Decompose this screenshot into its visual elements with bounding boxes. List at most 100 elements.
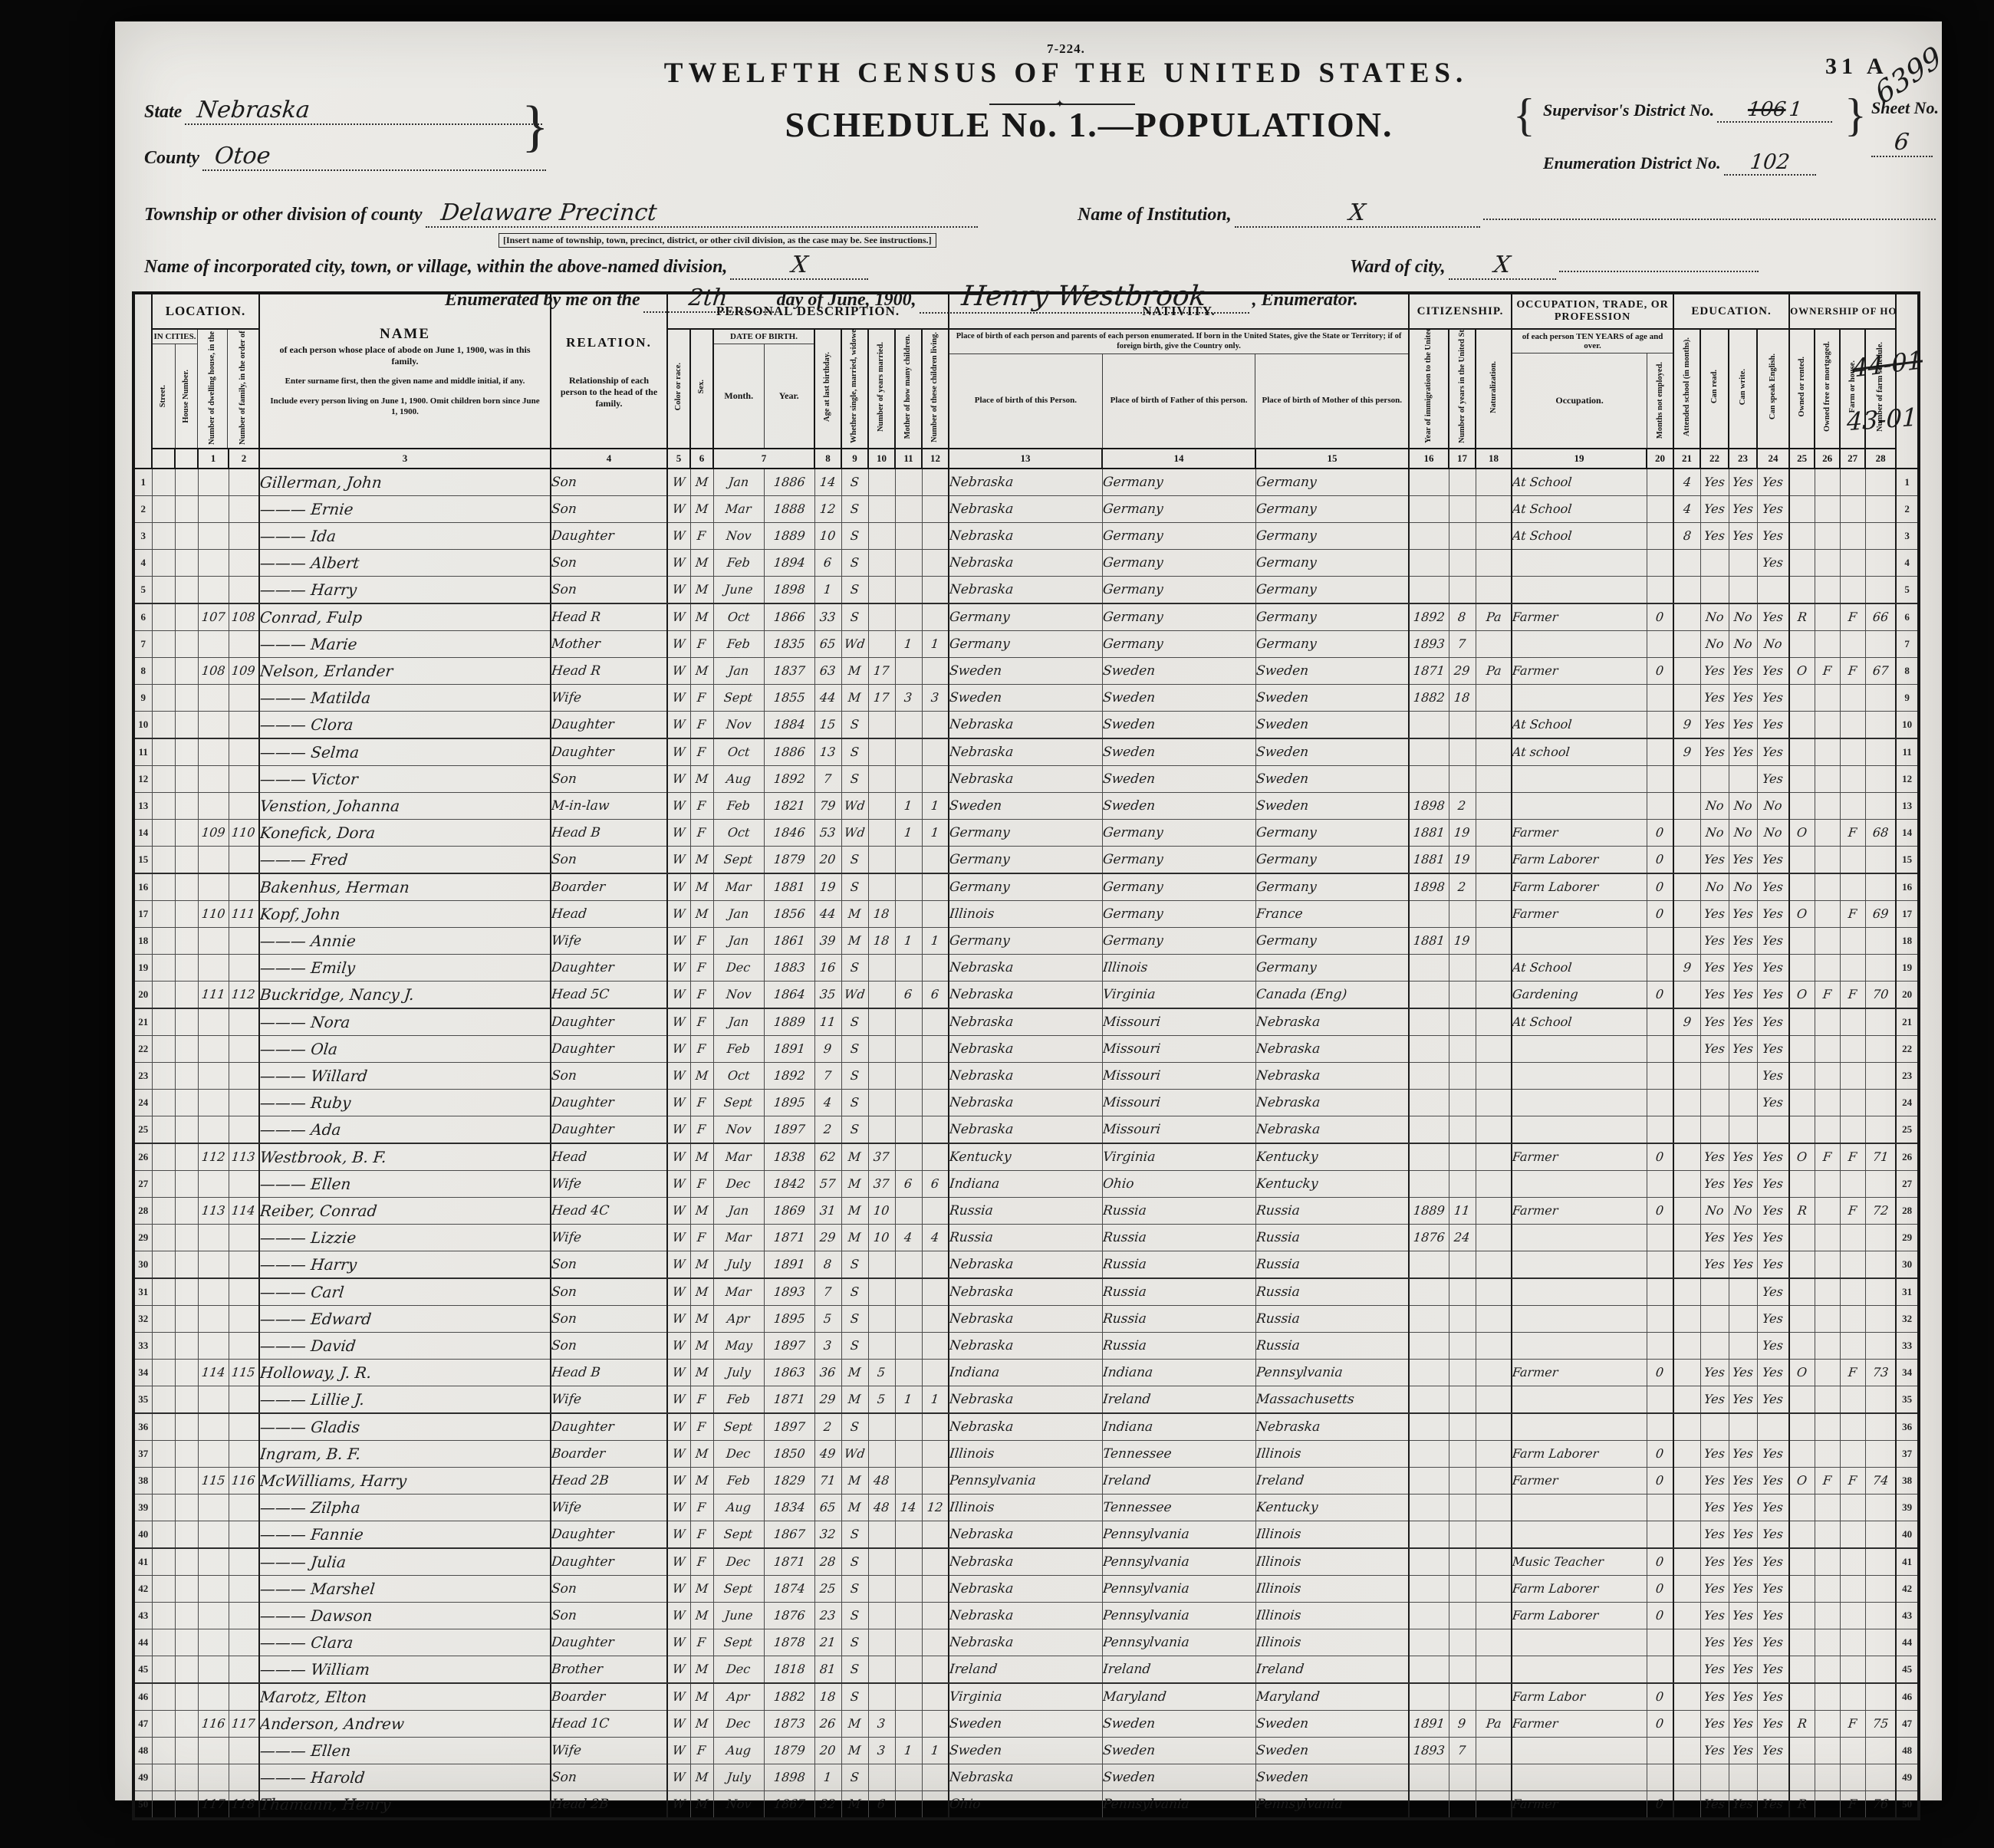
r3-dwelling <box>197 522 229 550</box>
row-number-right-18: 18 <box>1895 927 1920 955</box>
r27-children_living: 6 <box>921 1170 949 1198</box>
r32-owned_rented <box>1788 1305 1815 1333</box>
r10-free_mortgaged <box>1814 711 1841 739</box>
r14-age: 53 <box>814 819 842 847</box>
r10-street <box>151 711 176 739</box>
r9-school <box>1673 684 1701 712</box>
r24-naturalization <box>1475 1089 1512 1116</box>
r13-pob_father: Sweden <box>1101 792 1256 820</box>
r50-free_mortgaged <box>1814 1790 1841 1820</box>
r7-naturalization <box>1475 630 1512 658</box>
r47-months_unemployed: 0 <box>1646 1710 1674 1738</box>
r19-month: Dec <box>712 954 765 982</box>
r43-free_mortgaged <box>1814 1602 1841 1629</box>
r10-mother_of <box>894 711 923 739</box>
r28-free_mortgaged <box>1814 1197 1841 1225</box>
r21-free_mortgaged <box>1814 1008 1841 1036</box>
person-row-48: 48 ——— Ellen Wife W F Aug 1879 20 M 3 1 1 Sweden Swed… <box>133 1737 1920 1764</box>
r36-sex: F <box>689 1412 714 1441</box>
r45-sex: M <box>689 1656 714 1684</box>
r3-years_married <box>867 522 896 550</box>
r16-owned_rented <box>1788 873 1815 901</box>
r19-mother_of <box>894 954 923 982</box>
r48-year: 1879 <box>763 1737 815 1764</box>
r43-pob_person: Nebraska <box>948 1602 1103 1629</box>
r7-family <box>228 630 260 658</box>
r3-month: Nov <box>712 522 765 550</box>
r8-house <box>174 657 199 685</box>
r45-family <box>228 1656 260 1684</box>
r46-pob_father: Maryland <box>1101 1682 1256 1711</box>
r33-naturalization <box>1475 1332 1512 1360</box>
r9-english: Yes <box>1756 684 1790 712</box>
r19-months_unemployed <box>1646 954 1674 982</box>
r34-naturalization <box>1475 1359 1512 1386</box>
row-number-right-21: 21 <box>1895 1008 1920 1036</box>
r20-farm_schedule: 70 <box>1864 981 1897 1009</box>
r21-sex: F <box>689 1008 714 1036</box>
r3-months_unemployed <box>1646 522 1674 550</box>
r26-owned_rented: O <box>1788 1143 1815 1171</box>
r38-mother_of <box>894 1467 923 1495</box>
r47-occupation: Farmer <box>1511 1710 1647 1738</box>
r26-english: Yes <box>1756 1143 1790 1171</box>
r6-children_living <box>921 603 949 631</box>
r48-occupation <box>1511 1737 1647 1764</box>
r14-sex: F <box>689 819 714 847</box>
r21-street <box>151 1008 176 1036</box>
r45-house <box>174 1656 199 1684</box>
r15-months_unemployed: 0 <box>1646 846 1674 874</box>
r8-read: Yes <box>1700 657 1729 685</box>
r47-sex: M <box>689 1710 714 1738</box>
r6-dwelling: 107 <box>197 603 229 631</box>
r17-occupation: Farmer <box>1511 900 1647 928</box>
r27-family <box>228 1170 260 1198</box>
r48-pob_mother: Sweden <box>1255 1737 1410 1764</box>
r2-farm_schedule <box>1864 495 1897 523</box>
r14-pob_father: Germany <box>1101 819 1256 847</box>
r4-farm_house <box>1839 549 1866 577</box>
r41-years_married <box>867 1547 896 1576</box>
township-instruction: [Insert name of township, town, precinct… <box>498 233 936 248</box>
r19-free_mortgaged <box>1814 954 1841 982</box>
county-value: Otoe <box>213 143 272 169</box>
r28-age: 31 <box>814 1197 842 1225</box>
r28-pob_mother: Russia <box>1255 1197 1410 1225</box>
r35-english: Yes <box>1756 1386 1790 1414</box>
r19-family <box>228 954 260 982</box>
r43-mother_of <box>894 1602 923 1629</box>
r30-relation: Son <box>550 1251 668 1279</box>
r42-mother_of <box>894 1575 923 1603</box>
r43-color: W <box>666 1602 691 1629</box>
title-divider: ✦ <box>989 98 1135 110</box>
r29-english: Yes <box>1756 1224 1790 1251</box>
r11-name: ——— Selma <box>258 738 551 766</box>
r31-name: ——— Carl <box>258 1277 551 1306</box>
row-number-left-35: 35 <box>133 1386 153 1414</box>
state-county-brace: } <box>522 95 549 158</box>
r26-free_mortgaged: F <box>1814 1143 1841 1171</box>
r43-farm_schedule <box>1864 1602 1897 1629</box>
r7-occupation <box>1511 630 1647 658</box>
r20-name: Buckridge, Nancy J. <box>258 981 551 1009</box>
r36-years_us <box>1448 1412 1476 1441</box>
r31-pob_father: Russia <box>1101 1277 1256 1306</box>
r41-naturalization <box>1475 1547 1512 1576</box>
r7-imm_year: 1893 <box>1408 630 1449 658</box>
r7-write: No <box>1728 630 1758 658</box>
group-ownership: OWNERSHIP OF HOME. <box>1788 292 1897 330</box>
r23-farm_house <box>1839 1062 1866 1090</box>
col-color: Color or race. <box>666 328 691 449</box>
row-number-right-30: 30 <box>1895 1251 1920 1279</box>
r21-mother_of <box>894 1008 923 1036</box>
r25-school <box>1673 1116 1701 1144</box>
r50-relation: Head 2B <box>550 1790 668 1820</box>
r18-mother_of: 1 <box>894 927 923 955</box>
r20-free_mortgaged: F <box>1814 981 1841 1009</box>
r50-imm_year <box>1408 1790 1449 1820</box>
r12-pob_person: Nebraska <box>948 765 1103 793</box>
r21-owned_rented <box>1788 1008 1815 1036</box>
r21-naturalization <box>1475 1008 1512 1036</box>
r16-street <box>151 873 176 901</box>
r17-house <box>174 900 199 928</box>
